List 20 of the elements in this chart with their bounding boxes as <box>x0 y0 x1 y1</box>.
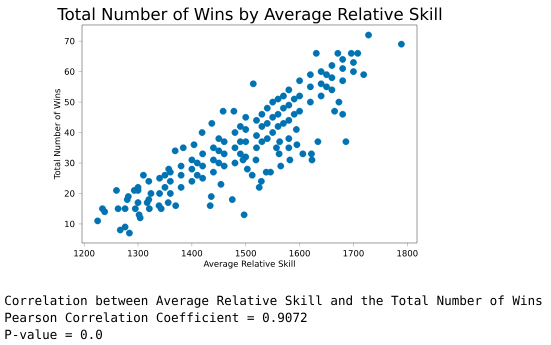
text: P-value = 0.0 <box>5 329 102 340</box>
y-tick-label: 10 <box>65 220 74 228</box>
x-tick-label: 1200 <box>74 250 94 256</box>
y-tick-label: 60 <box>64 68 74 75</box>
y-tick-label: 20 <box>64 190 74 197</box>
text: Correlation between Average Relative Skill and the Total Number of Wins <box>5 295 542 308</box>
y-tick-label: 40 <box>64 129 74 136</box>
x-tick-label: 1400 <box>182 250 202 256</box>
y-tick-label: 30 <box>64 160 74 166</box>
x-tick-label: 1700 <box>344 250 364 256</box>
x-tick-label: 1600 <box>290 250 310 256</box>
y-tick-label: 70 <box>64 38 74 44</box>
x-axis-title: Average Relative Skill <box>204 260 295 269</box>
text: Pearson Correlation Coefficient = 0.9072 <box>5 312 307 322</box>
chart-title: Total Number of Wins by Average Relative Skill <box>57 7 442 24</box>
x-tick-label: 1300 <box>128 250 148 256</box>
x-tick-label: 1800 <box>397 250 418 256</box>
y-tick-label: 50 <box>64 98 74 106</box>
y-axis-title: Total Number of Wins <box>54 89 60 180</box>
x-tick-label: 1500 <box>236 250 256 256</box>
